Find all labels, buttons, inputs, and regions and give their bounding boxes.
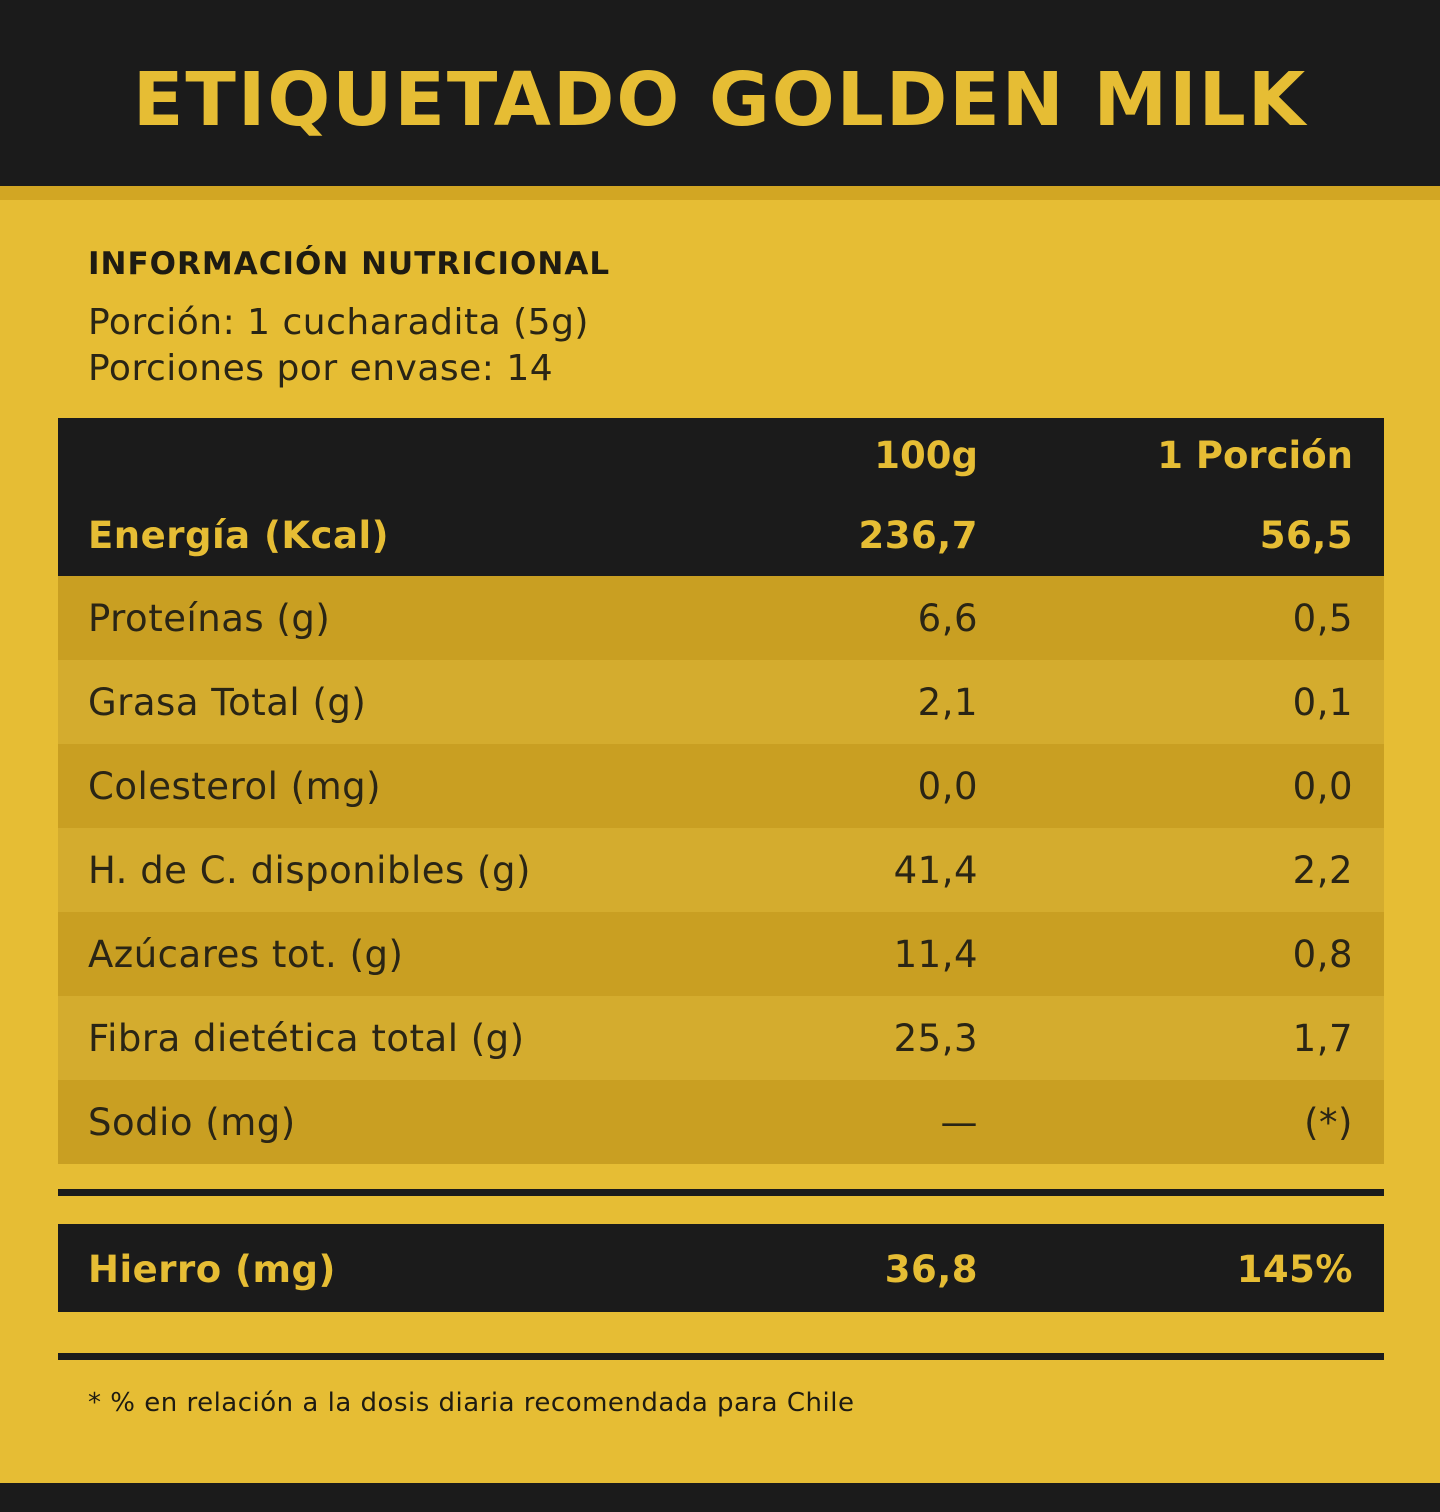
energy-label: Energía (Kcal) [88,514,390,557]
row-value-portion: 0,8 [1292,933,1353,976]
divider-rule [58,1189,1384,1196]
row-value-portion: 0,5 [1292,597,1353,640]
header-stripe [0,186,1440,200]
row-value-100g: 6,6 [917,597,978,640]
row-value-portion: 0,1 [1292,681,1353,724]
row-label: Colesterol (mg) [88,765,382,808]
iron-row: Hierro (mg) 36,8 145% [58,1224,1384,1312]
column-header-100g: 100g [874,434,978,477]
energy-portion: 56,5 [1259,514,1353,557]
row-value-portion: 2,2 [1292,849,1353,892]
iron-100g: 36,8 [884,1248,978,1291]
table-row: H. de C. disponibles (g) 41,4 2,2 [58,828,1384,912]
row-value-portion: 0,0 [1292,765,1353,808]
row-label: H. de C. disponibles (g) [88,849,531,892]
divider-rule [58,1353,1384,1360]
row-value-100g: 2,1 [917,681,978,724]
iron-label: Hierro (mg) [88,1248,336,1291]
row-label: Azúcares tot. (g) [88,933,404,976]
row-value-portion: (*) [1304,1101,1353,1144]
footer-bar [0,1483,1440,1512]
row-label: Grasa Total (g) [88,681,367,724]
table-row: Grasa Total (g) 2,1 0,1 [58,660,1384,744]
header-bar: ETIQUETADO GOLDEN MILK [0,0,1440,186]
nutrition-table: 100g 1 Porción Energía (Kcal) 236,7 56,5… [58,418,1384,1164]
column-header-portion: 1 Porción [1157,434,1353,477]
table-header: 100g 1 Porción Energía (Kcal) 236,7 56,5 [58,418,1384,576]
row-value-100g: 11,4 [893,933,978,976]
row-value-100g: — [940,1101,978,1144]
table-row: Azúcares tot. (g) 11,4 0,8 [58,912,1384,996]
row-label: Sodio (mg) [88,1101,296,1144]
section-title: INFORMACIÓN NUTRICIONAL [88,246,611,282]
row-value-portion: 1,7 [1292,1017,1353,1060]
row-value-100g: 0,0 [917,765,978,808]
table-row: Sodio (mg) — (*) [58,1080,1384,1164]
serving-size: Porción: 1 cucharadita (5g) [88,302,589,343]
row-value-100g: 41,4 [893,849,978,892]
row-value-100g: 25,3 [893,1017,978,1060]
energy-100g: 236,7 [858,514,978,557]
table-row: Colesterol (mg) 0,0 0,0 [58,744,1384,828]
footnote: * % en relación a la dosis diaria recome… [88,1388,855,1418]
page-title: ETIQUETADO GOLDEN MILK [132,57,1308,143]
table-row: Proteínas (g) 6,6 0,5 [58,576,1384,660]
servings-per-container: Porciones por envase: 14 [88,348,554,389]
iron-portion: 145% [1236,1248,1353,1291]
table-row: Fibra dietética total (g) 25,3 1,7 [58,996,1384,1080]
row-label: Proteínas (g) [88,597,331,640]
row-label: Fibra dietética total (g) [88,1017,525,1060]
